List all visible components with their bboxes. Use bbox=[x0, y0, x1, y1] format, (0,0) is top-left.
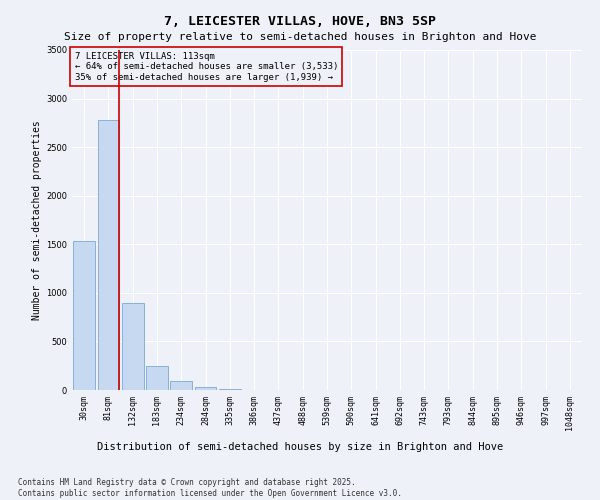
Bar bbox=[97, 120, 119, 390]
Bar bbox=[170, 381, 192, 390]
Text: 7 LEICESTER VILLAS: 113sqm
← 64% of semi-detached houses are smaller (3,533)
35%: 7 LEICESTER VILLAS: 113sqm ← 64% of semi… bbox=[74, 52, 338, 82]
Bar bbox=[219, 389, 241, 390]
Text: Size of property relative to semi-detached houses in Brighton and Hove: Size of property relative to semi-detach… bbox=[64, 32, 536, 42]
Text: 7, LEICESTER VILLAS, HOVE, BN3 5SP: 7, LEICESTER VILLAS, HOVE, BN3 5SP bbox=[164, 15, 436, 28]
Bar bbox=[122, 302, 143, 390]
Y-axis label: Number of semi-detached properties: Number of semi-detached properties bbox=[32, 120, 42, 320]
Text: Contains HM Land Registry data © Crown copyright and database right 2025.
Contai: Contains HM Land Registry data © Crown c… bbox=[18, 478, 402, 498]
Bar bbox=[194, 386, 217, 390]
Bar bbox=[73, 242, 95, 390]
Bar bbox=[146, 366, 168, 390]
Text: Distribution of semi-detached houses by size in Brighton and Hove: Distribution of semi-detached houses by … bbox=[97, 442, 503, 452]
